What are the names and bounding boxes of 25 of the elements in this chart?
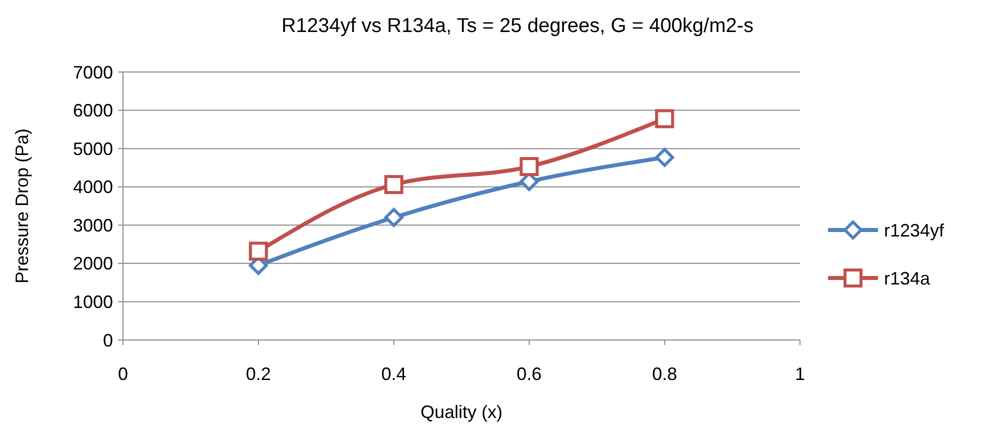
y-tick-label: 1000 [72,292,113,312]
legend-label: r134a [884,268,932,288]
x-tick-label: 0.6 [516,364,542,384]
y-tick-label: 0 [102,330,113,350]
y-tick-label: 4000 [72,177,113,198]
point [520,157,539,176]
y-tick-label: 6000 [72,100,113,121]
x-tick-label: 0 [118,364,128,384]
legend-label: r1234yf [884,220,946,240]
x-tick-label: 0.4 [381,364,406,384]
point [655,148,674,167]
x-axis-title: Quality (x) [420,402,503,422]
x-tick-label: 1 [794,364,806,384]
point [384,208,404,227]
point [384,175,404,194]
point [248,242,268,261]
point [655,109,674,128]
y-tick-label: 7000 [72,62,113,82]
x-tick-label: 0.8 [652,364,678,384]
y-tick-label: 5000 [72,138,113,159]
y-tick-label: 3000 [72,215,113,236]
y-axis-title: Pressure Drop (Pa) [12,128,32,284]
y-tick-label: 2000 [72,254,113,274]
chart-title: R1234yf vs R134a, Ts = 25 degrees, G = 400kg/m2-s [281,15,754,37]
x-tick-label: 0.2 [246,364,271,384]
